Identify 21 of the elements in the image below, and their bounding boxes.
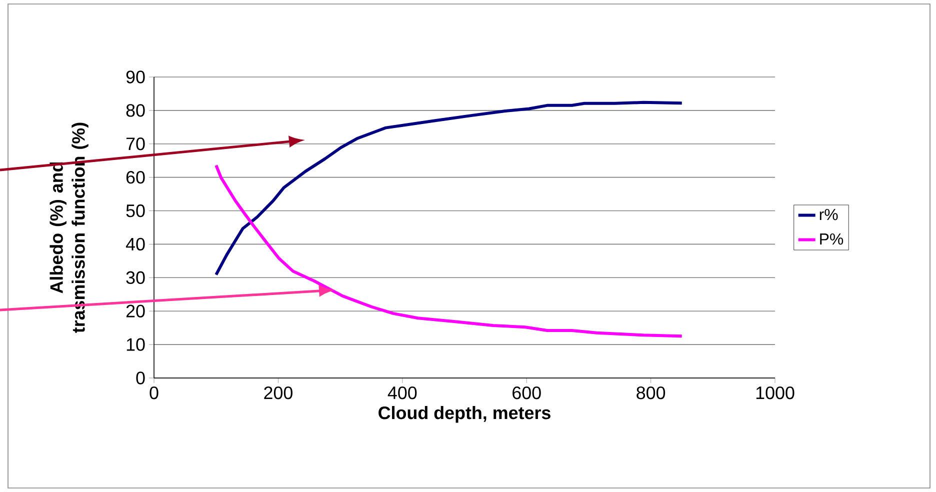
legend-label: r%	[820, 208, 838, 220]
x-tick-label: 200	[264, 386, 292, 400]
y-tick-label: 10	[126, 338, 145, 351]
y-tick-label: 90	[126, 70, 145, 84]
y-tick-label: 30	[126, 271, 145, 284]
legend-label: P%	[820, 233, 844, 245]
y-tick-label: 40	[126, 238, 145, 251]
x-tick-label: 400	[388, 386, 417, 400]
y-tick-label: 70	[126, 138, 145, 150]
y-tick-label: 20	[126, 304, 145, 318]
line-series	[214, 100, 684, 276]
y-tick-label: 60	[126, 170, 145, 184]
y-tick-label: 0	[136, 372, 145, 384]
x-tick-label: 0	[150, 386, 158, 400]
y-tick-label: 50	[126, 204, 145, 218]
y-tick-label: 80	[126, 104, 145, 117]
line-series	[214, 164, 684, 338]
x-tick-label: 600	[512, 386, 541, 400]
x-axis-title: Cloud depth, meters	[378, 406, 550, 423]
x-tick-label: 800	[636, 386, 666, 400]
x-tick-label: 1000	[756, 386, 794, 400]
